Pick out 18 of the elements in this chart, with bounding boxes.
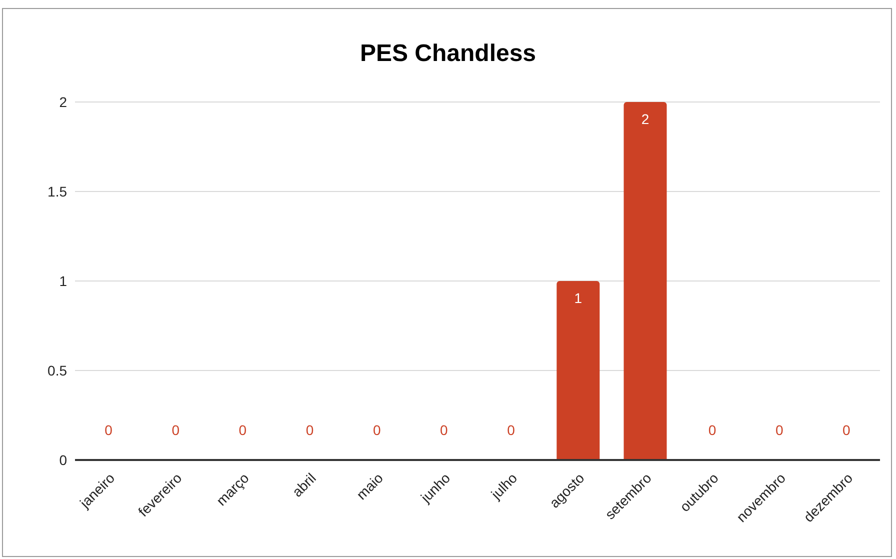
data-label: 2 bbox=[641, 111, 650, 127]
data-label: 0 bbox=[842, 422, 852, 438]
y-tick-label: 1.5 bbox=[48, 183, 68, 200]
y-tick-label: 1 bbox=[59, 272, 68, 289]
data-label: 1 bbox=[574, 290, 582, 306]
y-tick-label: 0.5 bbox=[48, 362, 68, 378]
data-label: 0 bbox=[304, 422, 315, 438]
data-label: 0 bbox=[170, 422, 181, 438]
data-label: 0 bbox=[439, 422, 449, 438]
data-label: 0 bbox=[707, 422, 718, 438]
chart-title: PES Chandless bbox=[358, 40, 538, 68]
y-tick-label: 0 bbox=[59, 452, 68, 468]
data-label: 0 bbox=[774, 422, 784, 438]
data-label: 0 bbox=[238, 422, 248, 438]
data-label: 0 bbox=[372, 422, 382, 438]
data-label: 0 bbox=[104, 422, 114, 438]
data-label: 0 bbox=[506, 422, 516, 438]
y-tick-label: 2 bbox=[59, 94, 68, 110]
